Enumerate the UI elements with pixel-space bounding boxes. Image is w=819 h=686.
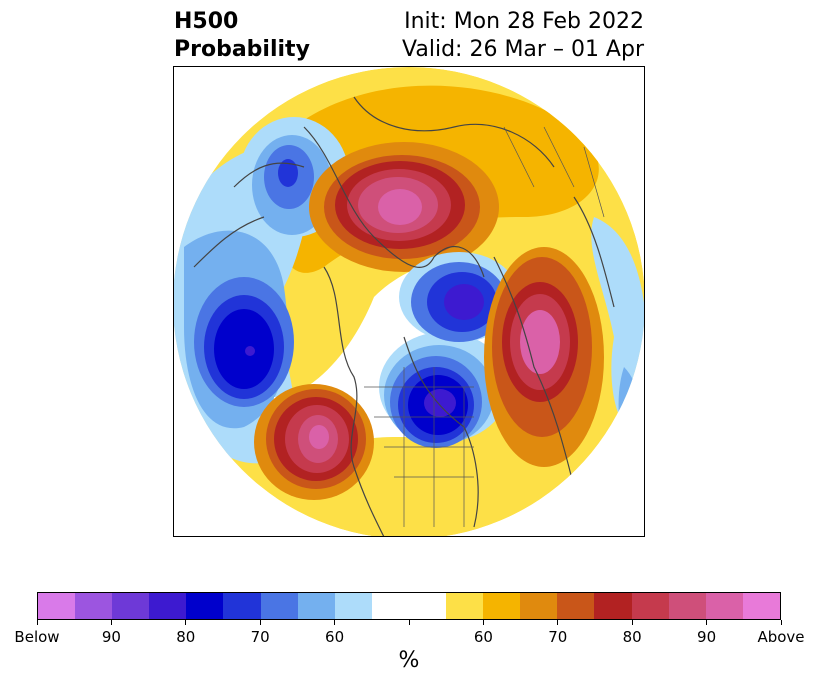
title-init-date: Init: Mon 28 Feb 2022 bbox=[404, 9, 644, 34]
colorbar-tick-label: 70 bbox=[250, 628, 270, 646]
colorbar-swatch bbox=[186, 593, 224, 619]
colorbar-tick bbox=[631, 620, 633, 625]
colorbar-tick bbox=[408, 620, 410, 625]
colorbar-tick-label: 90 bbox=[697, 628, 717, 646]
title-product: Probability bbox=[174, 37, 310, 62]
colorbar-tick-label: 90 bbox=[101, 628, 121, 646]
colorbar-swatch bbox=[705, 593, 743, 619]
chart-title-right: Init: Mon 28 Feb 2022 Valid: 26 Mar – 01… bbox=[402, 8, 644, 64]
colorbar-tick-label: 60 bbox=[473, 628, 493, 646]
colorbar-swatch bbox=[408, 593, 447, 619]
colorbar-tick bbox=[780, 620, 782, 625]
probability-map bbox=[173, 66, 645, 537]
colorbar-tick bbox=[482, 620, 484, 625]
colorbar-swatch bbox=[260, 593, 298, 619]
colorbar-tick-label: Above bbox=[757, 628, 805, 646]
chart-title-left: H500 Probability bbox=[174, 8, 310, 64]
colorbar-tick-label: 70 bbox=[548, 628, 568, 646]
colorbar-tick bbox=[36, 620, 38, 625]
colorbar-swatch bbox=[149, 593, 187, 619]
title-variable: H500 bbox=[174, 9, 239, 34]
colorbar-swatch bbox=[112, 593, 150, 619]
colorbar-ticks bbox=[36, 620, 782, 630]
colorbar-tick-label: Below bbox=[14, 628, 60, 646]
colorbar-swatch bbox=[371, 593, 409, 619]
colorbar-tick-label: 80 bbox=[622, 628, 642, 646]
colorbar-swatch bbox=[520, 593, 558, 619]
title-valid-range: Valid: 26 Mar – 01 Apr bbox=[402, 37, 644, 62]
colorbar-swatch bbox=[631, 593, 669, 619]
colorbar-tick-label: 80 bbox=[176, 628, 196, 646]
colorbar-swatch bbox=[446, 593, 484, 619]
colorbar-tick bbox=[334, 620, 336, 625]
colorbar-swatch bbox=[334, 593, 372, 619]
colorbar-swatch bbox=[38, 593, 76, 619]
colorbar-tick bbox=[259, 620, 261, 625]
colorbar-swatch bbox=[668, 593, 706, 619]
colorbar-swatch bbox=[75, 593, 113, 619]
map-canvas bbox=[174, 67, 644, 536]
colorbar-tick bbox=[185, 620, 187, 625]
colorbar-tick-label: 60 bbox=[325, 628, 345, 646]
colorbar-tick bbox=[110, 620, 112, 625]
colorbar-tick bbox=[557, 620, 559, 625]
colorbar-swatch bbox=[742, 593, 780, 619]
colorbar-unit-label: % bbox=[398, 648, 420, 673]
colorbar-swatch bbox=[223, 593, 261, 619]
probability-colorbar bbox=[37, 592, 781, 620]
colorbar-swatch bbox=[557, 593, 595, 619]
colorbar-tick bbox=[706, 620, 708, 625]
colorbar-swatch bbox=[594, 593, 632, 619]
colorbar-swatch bbox=[297, 593, 335, 619]
colorbar-swatch bbox=[483, 593, 521, 619]
